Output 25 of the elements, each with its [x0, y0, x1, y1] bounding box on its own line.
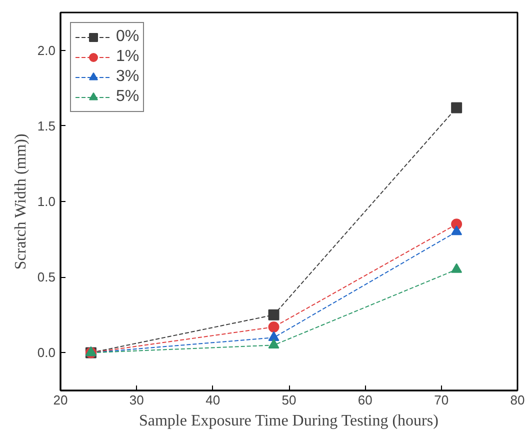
- x-axis-title: Sample Exposure Time During Testing (hours): [138, 412, 438, 430]
- y-tick-label: 1.5: [37, 118, 56, 134]
- x-tick-label: 80: [510, 392, 525, 408]
- y-tick-label: 0.0: [37, 345, 56, 360]
- x-tick-label: 50: [282, 392, 296, 408]
- point: [451, 102, 462, 114]
- y-axis-title: Scratch Width (mm)): [12, 134, 30, 270]
- x-tick-label: 70: [434, 392, 449, 408]
- y-tick-label: 0.5: [37, 270, 56, 285]
- point: [268, 322, 280, 332]
- point: [451, 225, 462, 236]
- legend-label: 3%: [116, 68, 140, 86]
- x-tick-label: 40: [206, 392, 220, 408]
- y-tick-label: 2.0: [37, 42, 56, 58]
- point: [268, 309, 280, 320]
- legend-label: 0%: [116, 28, 140, 46]
- x-tick-label: 20: [53, 392, 68, 408]
- point: [268, 331, 280, 341]
- y-tick-label: 1.0: [37, 194, 56, 209]
- x-tick-label: 30: [129, 392, 144, 408]
- point: [268, 338, 280, 349]
- x-tick-label: 60: [358, 392, 372, 408]
- point: [451, 263, 462, 273]
- legend-label: 1%: [116, 48, 140, 66]
- legend-label: 5%: [116, 88, 140, 106]
